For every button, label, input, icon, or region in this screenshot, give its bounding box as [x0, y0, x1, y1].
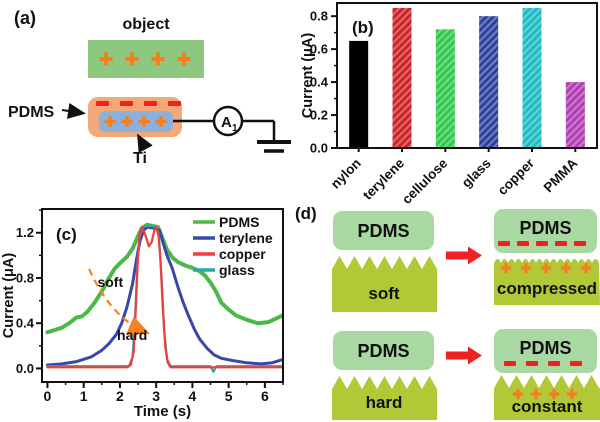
soft-annotation: soft	[97, 274, 123, 290]
x-category-label: copper	[495, 155, 538, 198]
y-tick-label: 1.2	[16, 225, 34, 240]
panel-c-line-chart: 0.0 0.4 0.8 1.2 0 1 2 3 4 5 6 soft hard Current (μA) T…	[1, 208, 284, 420]
compressed-block	[494, 259, 600, 305]
x-tick-label: 6	[261, 388, 269, 404]
curve-copper	[46, 225, 283, 369]
constant-block	[494, 375, 600, 420]
ti-electrode	[99, 111, 173, 132]
y-tick-label: 0.8	[16, 270, 34, 285]
y-axis-label: Current (μA)	[1, 253, 17, 339]
y-tick-label: 0.4	[310, 75, 329, 90]
pdms-slab	[333, 211, 434, 250]
bar-hatch-cellulose	[435, 29, 455, 149]
arrow-right-icon	[446, 246, 482, 265]
x-tick-label: 0	[44, 388, 52, 404]
x-axis-label: Time (s)	[134, 403, 191, 420]
curve-PDMS	[45, 222, 283, 335]
ti-label: Ti	[133, 150, 147, 167]
x-category-label: glass	[459, 156, 494, 191]
soft-label: soft	[368, 284, 400, 303]
y-axis-label: Current (μA)	[300, 33, 316, 119]
legend-label-terylene: terylene	[219, 230, 273, 246]
minus-charge-icons-compressed	[498, 241, 586, 246]
minus-charge-icons-pdms	[96, 101, 181, 106]
panel-c-label: (c)	[56, 225, 77, 244]
minus-charge-icons-constant	[504, 361, 582, 366]
x-tick-label: 1	[80, 388, 88, 404]
panel-a-label: (a)	[14, 8, 36, 28]
ammeter-sub: 1	[232, 123, 238, 134]
x-category-label: PMMA	[541, 155, 581, 195]
curve-terylene	[45, 225, 283, 367]
legend-label-glass: glass	[219, 262, 255, 278]
arrow-right-icon-2	[446, 346, 482, 365]
bar-hatch-glass	[479, 16, 499, 148]
x-tick-label: 5	[225, 388, 233, 404]
x-tick-label: 2	[116, 388, 124, 404]
pdms-arrow	[61, 103, 86, 119]
pdms-slab-label: PDMS	[357, 221, 409, 241]
x-tick-label: 4	[189, 388, 197, 404]
bar-hatch-copper	[522, 7, 542, 149]
pdms-slab-result-label: PDMS	[519, 218, 571, 238]
bar-hatch-terylene	[392, 7, 412, 149]
constant-label: constant	[512, 397, 583, 416]
axes-frame	[41, 208, 284, 383]
ground-icon	[257, 140, 291, 153]
y-tick-label: 0.4	[16, 316, 35, 331]
legend-label-PDMS: PDMS	[219, 214, 259, 230]
y-tick-label: 0.0	[310, 141, 328, 156]
y-tick-label: 0.2	[310, 108, 328, 123]
legend-label-copper: copper	[219, 246, 266, 262]
panel-d-label: (d)	[295, 204, 317, 223]
pdms-slab-2-label: PDMS	[357, 341, 409, 361]
ammeter-label: A	[221, 114, 232, 131]
x-category-label: nylon	[328, 156, 364, 192]
y-tick-label: 0.6	[310, 42, 328, 57]
pdms-label: PDMS	[8, 104, 55, 121]
compressed-label: compressed	[497, 279, 597, 298]
axes-frame	[336, 2, 598, 149]
soft-rough-block	[332, 256, 437, 312]
object-label: object	[122, 16, 170, 33]
y-tick-label: 0.0	[16, 361, 34, 376]
bar-nylon	[349, 40, 369, 148]
bar-hatch-PMMA	[565, 82, 585, 148]
panel-d-schematic: (d) PDMS soft PDMS compressed PDMS hard …	[295, 204, 600, 420]
panel-b-label: (b)	[352, 18, 374, 37]
hard-rough-block	[332, 376, 437, 420]
x-tick-label: 3	[152, 388, 160, 404]
hard-label: hard	[366, 393, 403, 412]
pdms-slab-2-result-label: PDMS	[519, 338, 571, 358]
line-chart-render: 0.0 0.4 0.8 1.2 0 1 2 3 4 5 6 soft hard Current (μA) T…	[1, 208, 284, 420]
ti-arrow	[137, 133, 153, 154]
panel-a-schematic: (a) object PDMS Ti A 1	[8, 8, 291, 167]
hard-annotation: hard	[117, 327, 147, 343]
pdms-slab-2	[333, 331, 434, 370]
y-tick-label: 0.8	[310, 9, 328, 24]
